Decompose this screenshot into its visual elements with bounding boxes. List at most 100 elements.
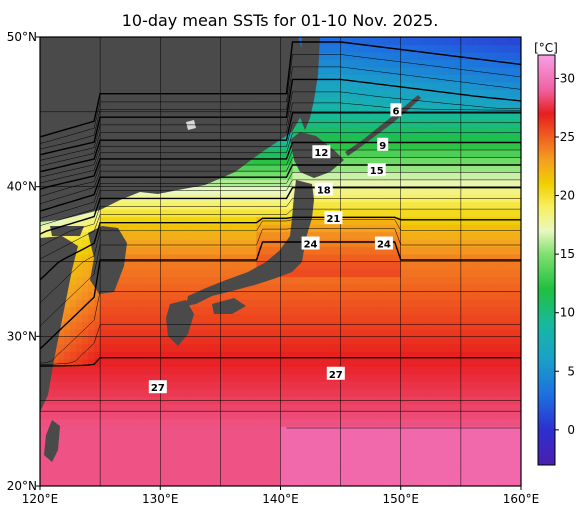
sst-cell (406, 358, 414, 367)
sst-cell (100, 441, 107, 450)
sst-cell (454, 321, 462, 330)
sst-cell (418, 306, 426, 315)
sst-cell (484, 104, 492, 113)
sst-cell (382, 126, 390, 135)
sst-cell (496, 179, 504, 188)
sst-cell (490, 104, 498, 113)
sst-cell (346, 37, 354, 46)
sst-cell (472, 381, 480, 390)
sst-cell (124, 388, 131, 397)
sst-cell (478, 381, 486, 390)
sst-cell (346, 179, 354, 188)
sst-cell (388, 171, 396, 180)
sst-cell (352, 411, 360, 420)
sst-cell (196, 441, 203, 450)
sst-cell (424, 456, 432, 465)
sst-cell (298, 343, 306, 352)
sst-cell (340, 246, 348, 255)
sst-cell (124, 373, 131, 382)
sst-cell (352, 164, 360, 173)
sst-cell (262, 426, 270, 435)
sst-cell (118, 336, 125, 345)
sst-cell (430, 164, 438, 173)
sst-cell (472, 373, 480, 382)
sst-cell (112, 291, 119, 300)
sst-cell (340, 96, 348, 105)
sst-cell (268, 366, 276, 375)
sst-cell (88, 328, 95, 337)
sst-cell (316, 478, 324, 486)
sst-cell (70, 366, 77, 375)
sst-cell (268, 246, 276, 255)
sst-cell (466, 448, 474, 457)
sst-cell (130, 201, 137, 210)
sst-cell (82, 478, 89, 486)
sst-cell (310, 209, 318, 218)
sst-cell (316, 111, 324, 120)
sst-cell (142, 261, 149, 270)
sst-cell (454, 231, 462, 240)
sst-cell (106, 201, 113, 210)
sst-cell (232, 209, 240, 218)
sst-cell (226, 433, 233, 442)
sst-cell (154, 373, 161, 382)
sst-cell (358, 403, 366, 412)
sst-cell (346, 433, 354, 442)
sst-cell (250, 381, 258, 390)
sst-cell (226, 239, 233, 248)
sst-cell (478, 246, 486, 255)
sst-cell (334, 51, 342, 61)
sst-cell (178, 261, 185, 270)
sst-cell (484, 358, 492, 367)
sst-cell (286, 463, 294, 472)
sst-cell (502, 149, 510, 158)
sst-cell (382, 321, 390, 330)
sst-cell (310, 111, 318, 120)
sst-cell (340, 59, 348, 68)
sst-cell (430, 471, 438, 480)
sst-cell (502, 471, 510, 480)
sst-cell (406, 471, 414, 480)
sst-cell (310, 276, 318, 285)
sst-cell (130, 366, 137, 375)
sst-cell (358, 164, 366, 173)
sst-cell (358, 448, 366, 457)
sst-cell (88, 396, 95, 405)
sst-cell (472, 441, 480, 450)
sst-cell (280, 403, 288, 412)
sst-cell (382, 254, 390, 263)
sst-cell (250, 336, 258, 345)
sst-cell (448, 313, 456, 322)
sst-cell (442, 276, 450, 285)
sst-cell (316, 381, 324, 390)
sst-cell (316, 74, 324, 83)
sst-cell (358, 283, 366, 293)
sst-cell (466, 89, 474, 98)
sst-cell (220, 426, 227, 435)
sst-cell (316, 298, 324, 307)
sst-cell (40, 411, 47, 420)
sst-cell (502, 411, 510, 420)
sst-cell (190, 239, 197, 248)
sst-cell (130, 321, 137, 330)
sst-cell (346, 418, 354, 427)
sst-cell (76, 463, 83, 472)
sst-cell (244, 216, 252, 225)
sst-cell (454, 388, 462, 397)
contour-label: 27 (151, 383, 165, 394)
sst-cell (460, 298, 468, 307)
sst-cell (286, 156, 294, 165)
sst-cell (202, 336, 209, 345)
sst-cell (196, 261, 203, 270)
sst-cell (424, 433, 432, 442)
sst-cell (208, 426, 215, 435)
sst-cell (190, 433, 197, 442)
sst-cell (82, 313, 89, 322)
sst-cell (418, 246, 426, 255)
sst-cell (514, 463, 521, 472)
sst-cell (424, 411, 432, 420)
sst-cell (454, 201, 462, 210)
sst-cell (448, 96, 456, 105)
contour-label-box (148, 380, 167, 394)
sst-cell (280, 313, 288, 322)
